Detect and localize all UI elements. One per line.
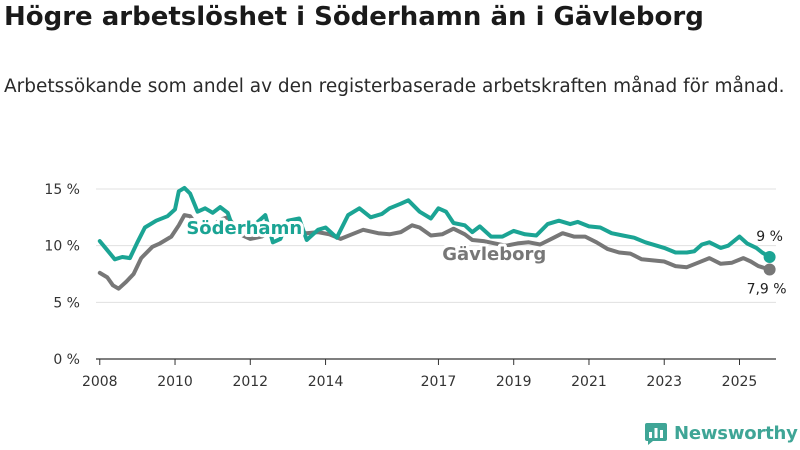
end-point-gavleborg [763, 263, 776, 276]
x-tick-label: 2010 [157, 374, 193, 390]
y-axis: 0 % 5 % 10 % 15 % [44, 182, 80, 368]
series-label-soderhamn: Söderhamn [186, 218, 302, 239]
x-tick-label: 2021 [571, 374, 607, 390]
series-group [97, 185, 776, 291]
y-tick-label: 0 % [53, 352, 80, 368]
series-line-gavleborg [97, 213, 772, 291]
x-tick-label: 2008 [82, 374, 118, 390]
x-tick-label: 2014 [308, 374, 344, 390]
x-tick-label: 2017 [421, 374, 457, 390]
newsworthy-logo-icon [645, 423, 667, 445]
grid-lines [96, 188, 776, 360]
end-label-soderhamn: 9 % [756, 229, 783, 245]
chart-subtitle: Arbetssökande som andel av den registerb… [4, 76, 785, 97]
x-axis: 2008 2010 2012 2014 2017 2019 2021 2023 2025 [82, 359, 757, 390]
end-label-gavleborg: 7,9 % [747, 281, 787, 297]
x-tick-label: 2025 [722, 374, 758, 390]
x-tick-label: 2023 [646, 374, 682, 390]
y-tick-label: 5 % [53, 295, 80, 311]
series-line-soderhamn [97, 185, 772, 262]
newsworthy-logo: Newsworthy [644, 420, 798, 446]
y-tick-label: 15 % [44, 182, 80, 198]
y-tick-label: 10 % [44, 239, 80, 255]
series-labels: Söderhamn Gävleborg 9 % 7,9 % [183, 215, 787, 297]
x-tick-label: 2019 [496, 374, 532, 390]
series-label-gavleborg: Gävleborg [442, 244, 546, 265]
newsworthy-logo-text: Newsworthy [674, 422, 798, 444]
chart-title: Högre arbetslöshet i Söderhamn än i Gävl… [4, 2, 704, 32]
x-tick-label: 2012 [232, 374, 268, 390]
end-point-soderhamn [763, 251, 776, 263]
